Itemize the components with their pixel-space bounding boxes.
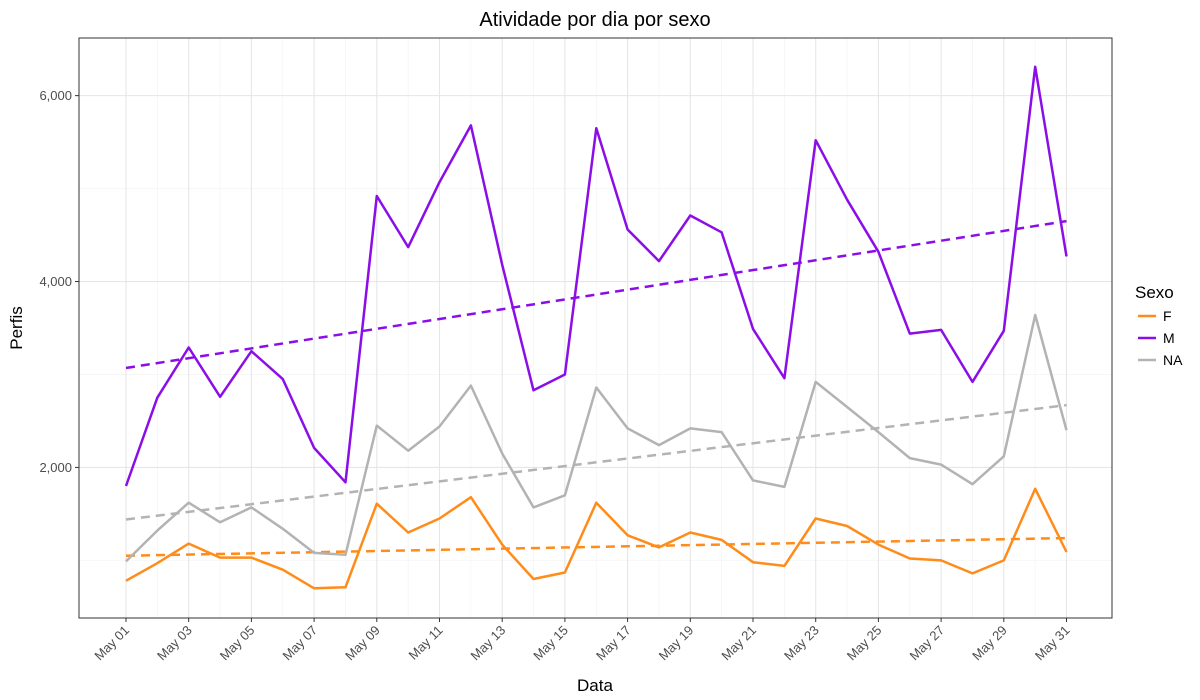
series-lines <box>124 65 1068 590</box>
chart-title: Atividade por dia por sexo <box>479 9 710 31</box>
x-tick-label: May 23 <box>781 623 822 664</box>
y-tick-label: 6,000 <box>39 88 72 103</box>
x-tick-label: May 19 <box>656 623 697 664</box>
plot-panel <box>79 38 1112 618</box>
legend-label-na: NA <box>1163 352 1183 368</box>
x-tick-label: May 07 <box>279 623 320 664</box>
legend-label-f: F <box>1163 308 1172 324</box>
trend-line-f <box>125 536 1067 557</box>
legend-label-m: M <box>1163 330 1175 346</box>
grid-minor <box>79 38 1112 618</box>
legend-items: FM NA <box>1138 308 1183 368</box>
x-tick-label: May 31 <box>1032 623 1073 664</box>
legend-title: Sexo <box>1135 283 1174 302</box>
grid-major <box>79 38 1112 618</box>
x-tick-label: May 27 <box>906 623 947 664</box>
x-axis-ticks: May 01 May 03 May 05 May 07 May 09 May 11 May … <box>91 618 1073 664</box>
x-tick-label: May 17 <box>593 623 634 664</box>
x-tick-label: May 01 <box>91 623 132 664</box>
x-axis-title: Data <box>577 676 613 695</box>
x-tick-label: May 13 <box>468 623 509 664</box>
x-tick-label: May 09 <box>342 623 383 664</box>
legend: Sexo FM NA <box>1135 283 1183 368</box>
series-line-m <box>124 65 1068 487</box>
x-tick-label: May 05 <box>217 623 258 664</box>
x-tick-label: May 29 <box>969 623 1010 664</box>
y-tick-label: 2,000 <box>39 460 72 475</box>
x-tick-label: May 21 <box>718 623 759 664</box>
y-axis-title: Perfis <box>7 306 26 349</box>
y-axis-ticks: 2,000 4,000 6,000 <box>39 88 79 475</box>
x-tick-label: May 11 <box>406 623 446 663</box>
trend-lines <box>125 219 1067 557</box>
x-tick-label: May 15 <box>530 623 571 664</box>
x-tick-label: May 25 <box>844 623 885 664</box>
series-line-na <box>125 313 1068 563</box>
plot-border <box>78 37 1113 619</box>
series-line-f <box>125 487 1068 590</box>
x-tick-label: May 03 <box>154 623 195 664</box>
trend-line-m <box>125 219 1067 370</box>
trend-line-na <box>125 403 1067 521</box>
y-tick-label: 4,000 <box>39 274 72 289</box>
